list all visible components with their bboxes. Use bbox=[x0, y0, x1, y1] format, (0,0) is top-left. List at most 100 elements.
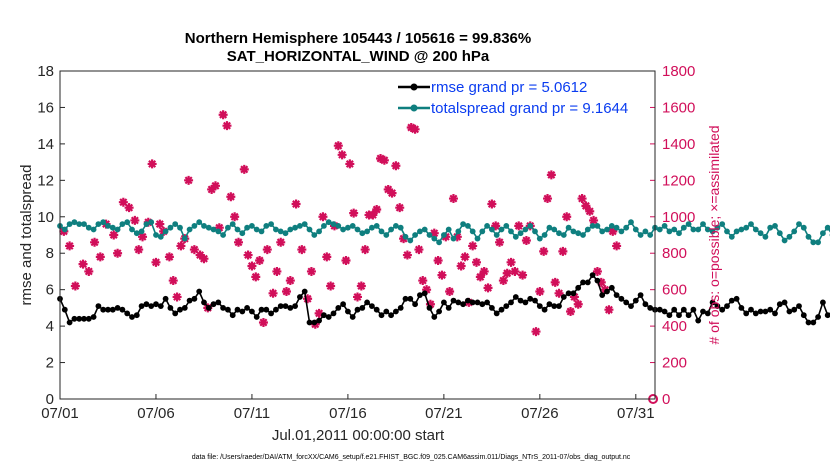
obs-assimilated-point bbox=[558, 247, 567, 256]
totalspread-point bbox=[820, 230, 826, 236]
rmse-point bbox=[91, 314, 97, 320]
totalspread-point bbox=[527, 223, 533, 229]
totalspread-point bbox=[465, 223, 471, 229]
obs-assimilated-point bbox=[522, 236, 531, 245]
totalspread-point bbox=[398, 225, 404, 231]
legend-spread-marker bbox=[411, 105, 418, 112]
totalspread-point bbox=[561, 232, 567, 238]
totalspread-point bbox=[158, 234, 164, 240]
totalspread-point bbox=[268, 221, 274, 227]
obs-assimilated-point bbox=[403, 251, 412, 260]
totalspread-point bbox=[364, 229, 370, 235]
rmse-point bbox=[345, 309, 351, 315]
totalspread-point bbox=[643, 229, 649, 235]
rmse-point bbox=[302, 289, 308, 295]
totalspread-point bbox=[407, 238, 413, 244]
totalspread-point bbox=[455, 229, 461, 235]
totalspread-point bbox=[283, 230, 289, 236]
totalspread-point bbox=[619, 229, 625, 235]
totalspread-point bbox=[604, 227, 610, 233]
totalspread-point bbox=[446, 227, 452, 233]
totalspread-point bbox=[451, 236, 457, 242]
rmse-point bbox=[791, 307, 797, 313]
rmse-point bbox=[134, 312, 140, 318]
totalspread-point bbox=[484, 223, 490, 229]
rmse-point bbox=[499, 307, 505, 313]
y-left-tick-label: 16 bbox=[37, 99, 54, 116]
totalspread-point bbox=[321, 223, 327, 229]
totalspread-point bbox=[796, 221, 802, 227]
totalspread-point bbox=[695, 227, 701, 233]
rmse-point bbox=[441, 300, 447, 306]
rmse-point bbox=[671, 307, 677, 313]
totalspread-point bbox=[374, 223, 380, 229]
rmse-point bbox=[739, 305, 745, 311]
rmse-point bbox=[398, 305, 404, 311]
obs-assimilated-point bbox=[345, 159, 354, 168]
totalspread-point bbox=[383, 232, 389, 238]
rmse-point bbox=[172, 311, 178, 317]
obs-assimilated-point bbox=[259, 318, 268, 327]
totalspread-point bbox=[115, 227, 121, 233]
y-left-tick-label: 14 bbox=[37, 136, 54, 153]
chart-title-line1: Northern Hemisphere 105443 / 105616 = 99… bbox=[185, 30, 531, 47]
rmse-point bbox=[124, 311, 130, 317]
obs-assimilated-point bbox=[297, 245, 306, 254]
obs-assimilated-point bbox=[341, 256, 350, 265]
rmse-point bbox=[460, 301, 466, 307]
rmse-point bbox=[782, 300, 788, 306]
y-right-tick-label: 600 bbox=[662, 282, 687, 299]
rmse-point bbox=[369, 303, 375, 309]
rmse-point bbox=[815, 314, 821, 320]
totalspread-point bbox=[508, 229, 514, 235]
totalspread-point bbox=[662, 223, 668, 229]
rmse-point bbox=[168, 305, 174, 311]
rmse-point bbox=[503, 303, 509, 309]
totalspread-point bbox=[787, 234, 793, 240]
totalspread-point bbox=[595, 223, 601, 229]
obs-assimilated-point bbox=[539, 247, 548, 256]
rmse-point bbox=[686, 312, 692, 318]
rmse-point bbox=[388, 312, 394, 318]
rmse-point bbox=[96, 303, 102, 309]
rmse-point bbox=[772, 311, 778, 317]
obs-assimilated-point bbox=[130, 216, 139, 225]
totalspread-point bbox=[355, 227, 361, 233]
obs-assimilated-point bbox=[510, 267, 519, 276]
obs-assimilated-point bbox=[303, 294, 312, 303]
rmse-point bbox=[489, 305, 495, 311]
obs-assimilated-point bbox=[543, 194, 552, 203]
obs-assimilated-point bbox=[151, 258, 160, 267]
rmse-point bbox=[206, 305, 212, 311]
obs-assimilated-point bbox=[134, 245, 143, 254]
totalspread-point bbox=[729, 234, 735, 240]
rmse-point bbox=[571, 290, 577, 296]
obs-assimilated-point bbox=[251, 272, 260, 281]
y-right-tick-label: 1800 bbox=[662, 63, 695, 80]
y-axis-right-label: # of obs: o=possible; ×=assimilated bbox=[706, 125, 722, 344]
totalspread-point bbox=[614, 225, 620, 231]
chart-title-line2: SAT_HORIZONTAL_WIND @ 200 hPa bbox=[227, 48, 490, 65]
obs-assimilated-point bbox=[96, 252, 105, 261]
rmse-point bbox=[383, 309, 389, 315]
totalspread-point bbox=[551, 227, 557, 233]
rmse-point bbox=[676, 312, 682, 318]
totalspread-point bbox=[335, 223, 341, 229]
rmse-point bbox=[801, 312, 807, 318]
obs-assimilated-point bbox=[484, 283, 493, 292]
totalspread-point bbox=[671, 227, 677, 233]
totalspread-point bbox=[815, 239, 821, 245]
obs-assimilated-point bbox=[535, 287, 544, 296]
y-right-tick-label: 1600 bbox=[662, 99, 695, 116]
totalspread-point bbox=[686, 221, 692, 227]
totalspread-point bbox=[235, 227, 241, 233]
totalspread-point bbox=[772, 223, 778, 229]
totalspread-point bbox=[302, 221, 308, 227]
rmse-point bbox=[215, 300, 221, 306]
rmse-point bbox=[254, 314, 260, 320]
obs-assimilated-point bbox=[449, 194, 458, 203]
obs-assimilated-point bbox=[532, 327, 541, 336]
rmse-point bbox=[633, 298, 639, 304]
